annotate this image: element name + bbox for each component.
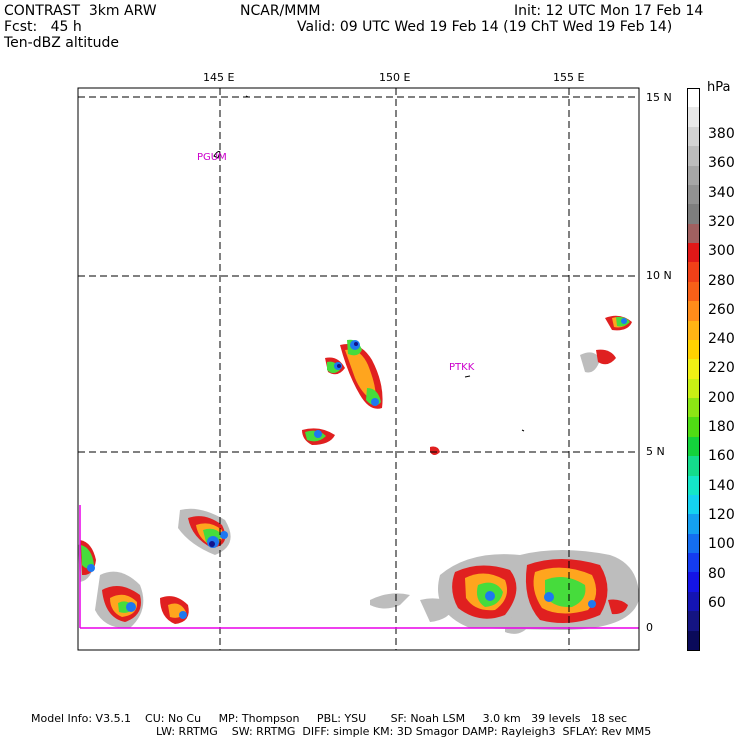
colorbar-tick-label: 340 xyxy=(708,184,735,201)
colorbar-cell xyxy=(687,611,700,632)
field-name: Ten-dBZ altitude xyxy=(4,35,119,51)
colorbar-tick-label: 160 xyxy=(708,448,735,465)
init-time: Init: 12 UTC Mon 17 Feb 14 xyxy=(514,3,704,19)
colorbar-tick-label: 140 xyxy=(708,477,735,494)
lat-label-5n: 5 N xyxy=(646,445,665,458)
colorbar-cell xyxy=(687,378,700,399)
colorbar-cell xyxy=(687,456,700,477)
colorbar-cell xyxy=(687,398,700,418)
colorbar-tick-label: 60 xyxy=(708,594,726,611)
colorbar-tick-label: 380 xyxy=(708,126,735,142)
colorbar-tick-label: 120 xyxy=(708,506,735,523)
colorbar-cell xyxy=(687,475,700,496)
forecast-hour: Fcst: 45 h xyxy=(4,19,82,35)
lon-label-150: 150 E xyxy=(379,71,411,84)
valid-time: Valid: 09 UTC Wed 19 Feb 14 (19 ChT Wed … xyxy=(297,19,673,35)
colorbar-tick-label: 220 xyxy=(708,360,735,377)
colorbar-cell xyxy=(687,320,700,341)
colorbar-cell xyxy=(687,591,700,612)
colorbar-cell xyxy=(687,494,700,515)
colorbar-cell xyxy=(687,243,700,263)
lat-label-10n: 10 N xyxy=(646,269,672,282)
colorbar-cell xyxy=(687,204,700,225)
colorbar-tick-label: 180 xyxy=(708,419,735,435)
lat-label-15n: 15 N xyxy=(646,91,672,104)
colorbar-cell xyxy=(687,107,700,128)
colorbar-cell xyxy=(687,262,700,283)
colorbar-cell xyxy=(687,184,700,205)
colorbar-cell xyxy=(687,514,700,535)
model-info-line1: Model Info: V3.5.1 CU: No Cu MP: Thompso… xyxy=(31,712,628,725)
colorbar-cell xyxy=(687,630,700,652)
inner-domain-boundary xyxy=(79,505,639,629)
colorbar-cell xyxy=(687,281,700,302)
colorbar-cell xyxy=(687,339,700,360)
colorbar-cell xyxy=(687,223,700,244)
lat-lon-grid xyxy=(78,88,639,650)
lat-label-0: 0 xyxy=(646,621,653,634)
colorbar-tick-label: 100 xyxy=(708,536,735,553)
colorbar-tick-label: 360 xyxy=(708,155,735,172)
org-label: NCAR/MMM xyxy=(240,3,321,19)
colorbar-cell xyxy=(687,359,700,380)
colorbar-cell xyxy=(687,417,700,438)
map-frame xyxy=(77,87,640,651)
station-label-ptkk: PTKK xyxy=(449,362,475,373)
colorbar-tick-label: 200 xyxy=(708,389,735,406)
colorbar-cell xyxy=(687,533,700,554)
colorbar-tick-label: 240 xyxy=(708,331,735,348)
colorbar-cell xyxy=(687,436,700,457)
reflectivity-field xyxy=(78,95,639,634)
model-title: CONTRAST 3km ARW xyxy=(4,3,157,19)
colorbar-tick-label: 280 xyxy=(708,272,735,289)
colorbar-unit: hPa xyxy=(707,80,731,95)
station-label-pgum: PGUM xyxy=(197,152,227,163)
lon-label-155: 155 E xyxy=(553,71,585,84)
lon-label-145: 145 E xyxy=(203,71,235,84)
colorbar-tick-label: 260 xyxy=(708,301,735,318)
colorbar-cell xyxy=(687,88,700,109)
colorbar-tick-label: 80 xyxy=(708,565,726,582)
colorbar-cell xyxy=(687,572,700,593)
colorbar-cell xyxy=(687,301,700,322)
colorbar-tick-label: 320 xyxy=(708,213,735,230)
model-info-line2: LW: RRTMG SW: RRTMG DIFF: simple KM: 3D … xyxy=(156,725,652,738)
colorbar-cell xyxy=(687,126,700,147)
colorbar-cell xyxy=(687,146,700,166)
colorbar-cell xyxy=(687,553,700,573)
colorbar-cell xyxy=(687,165,700,186)
colorbar-tick-label: 300 xyxy=(708,243,735,260)
